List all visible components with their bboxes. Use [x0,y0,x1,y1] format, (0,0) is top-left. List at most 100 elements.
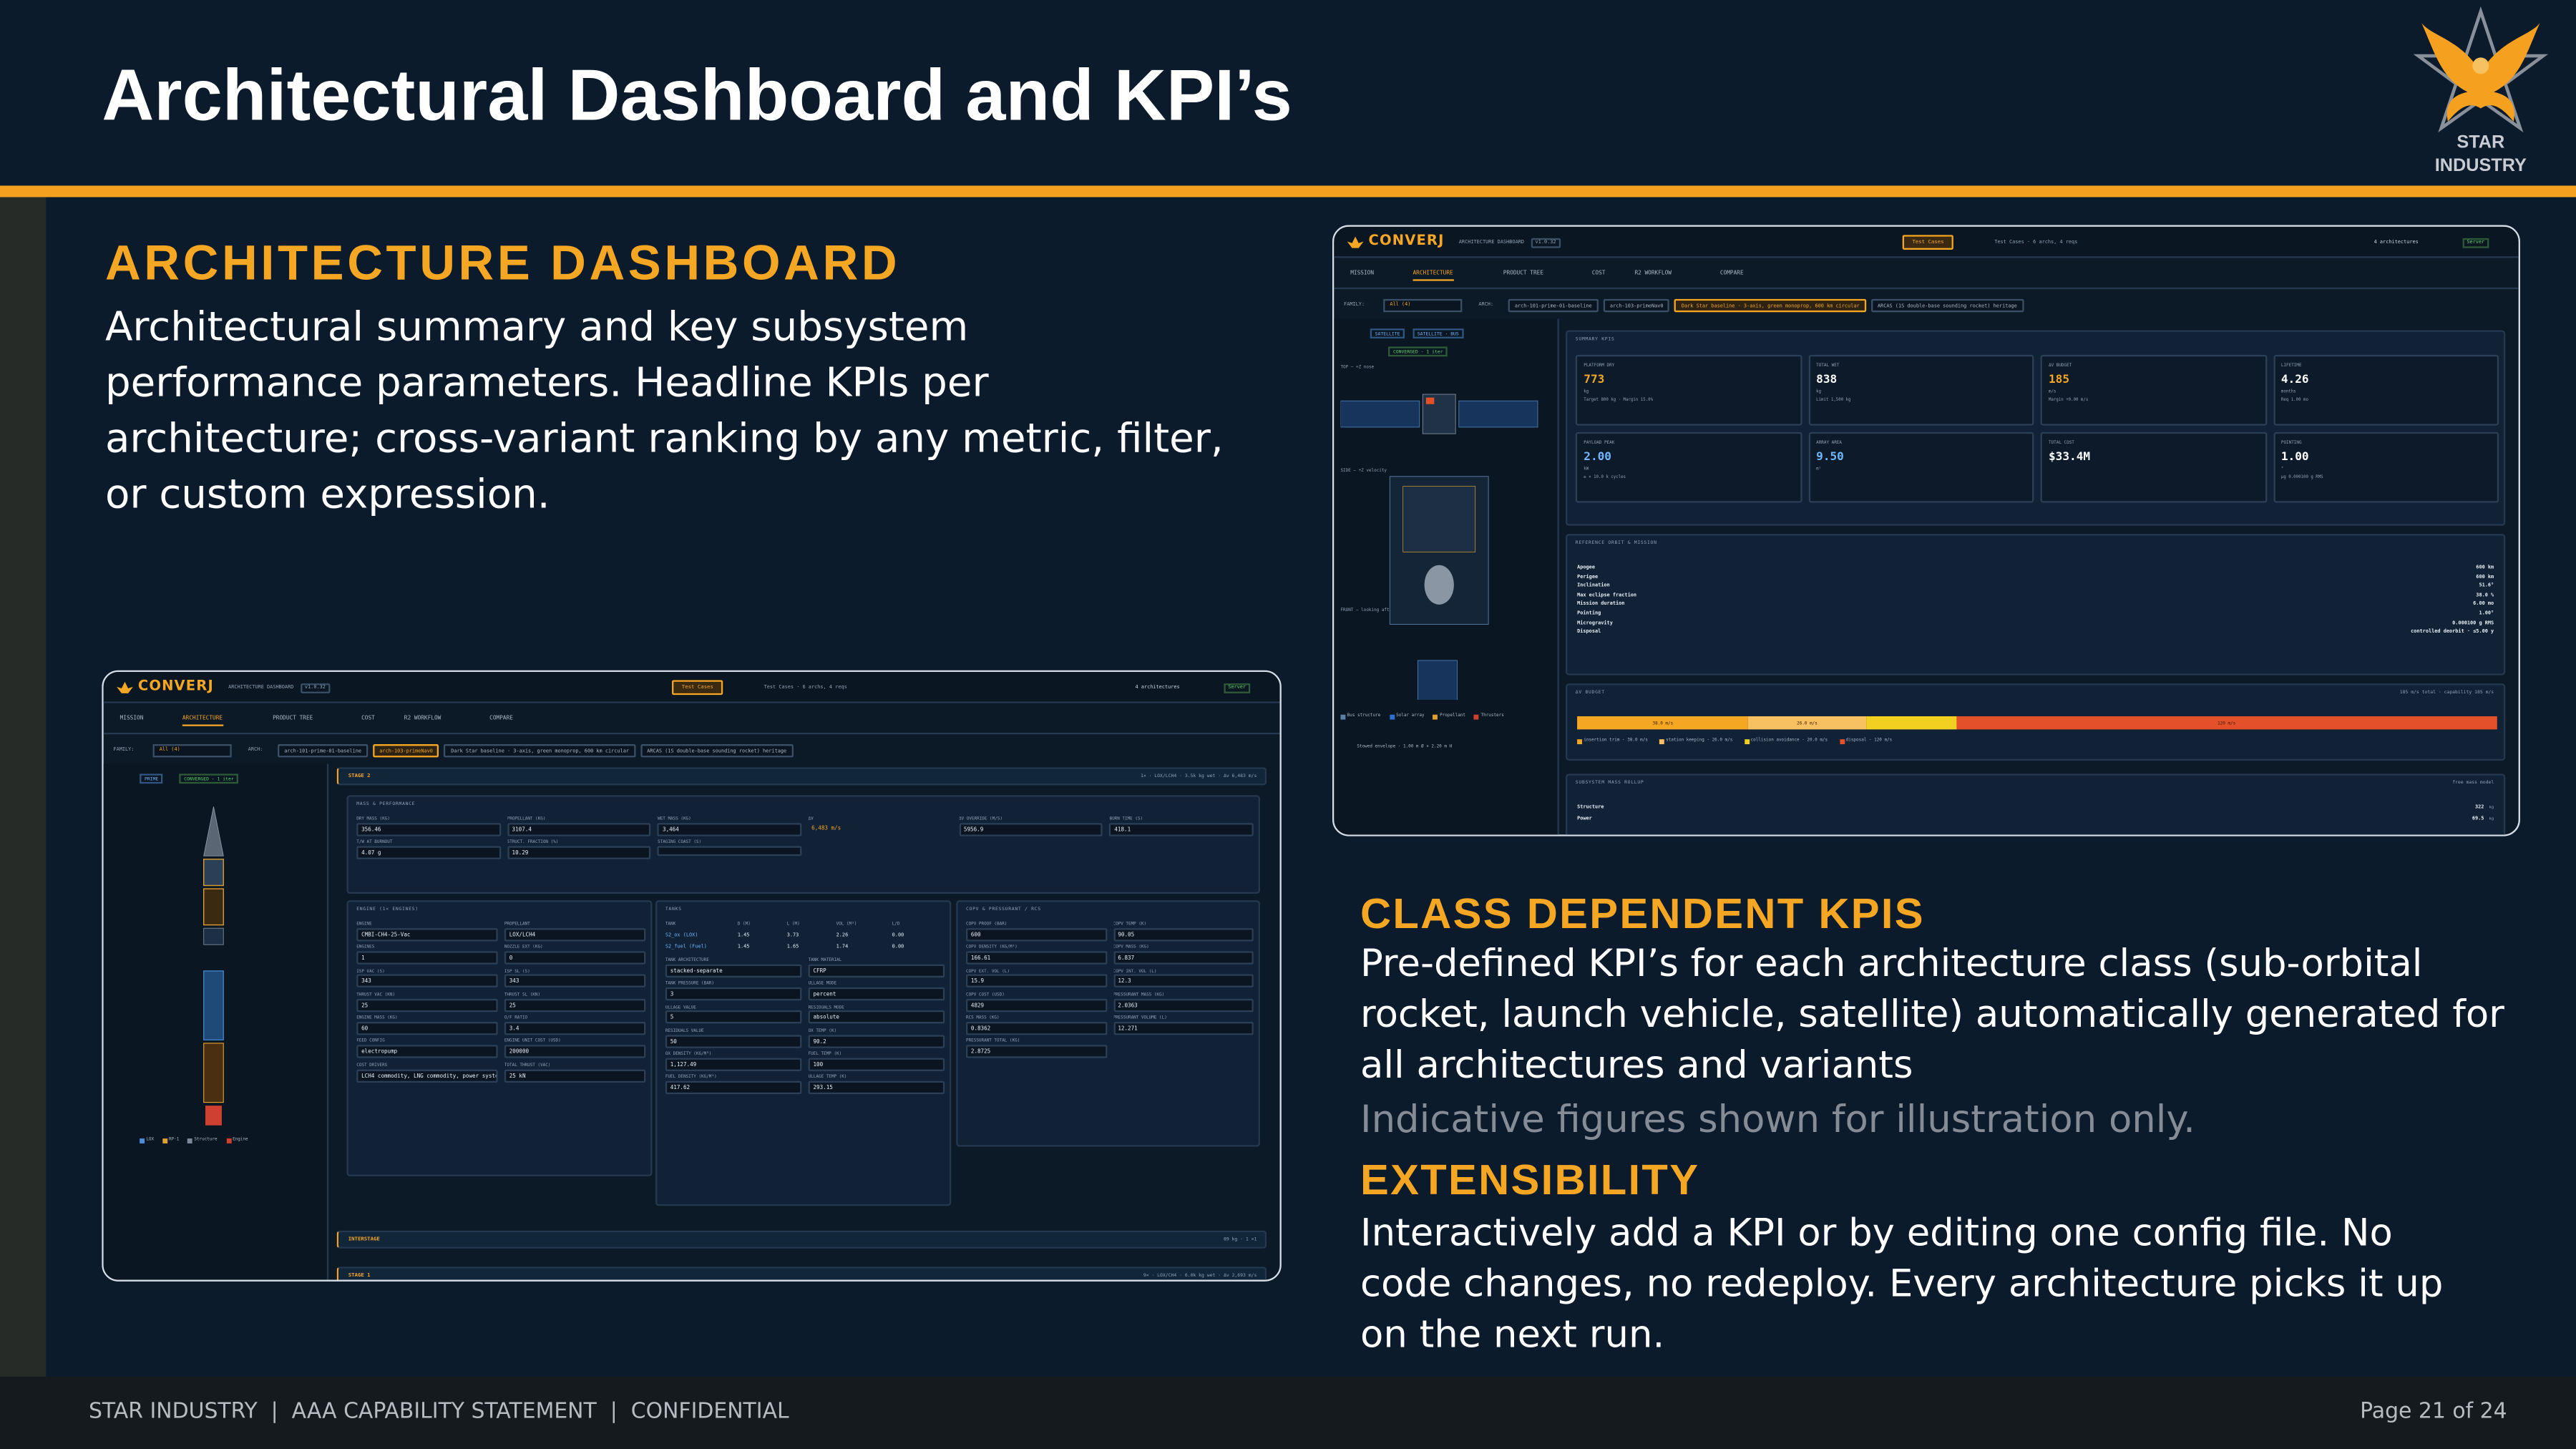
field: DRY MASS (KG) 356.46 [356,816,501,836]
field-label: O/F RATIO [504,1015,528,1021]
kpi-value: 185 [2049,373,2070,386]
kpi-card: ARRAY AREA 9.50 m² [1807,431,2034,503]
field-value: 356.46 [356,822,501,836]
legend-label: Thrusters [1480,713,1504,718]
kpi-note: μg 0.000100 g RMS [2280,474,2323,480]
table-header: L/D [892,922,900,927]
field-label: COPV DENSITY (KG/M³) [965,945,1018,950]
kpi-note: Target 800 kg · Margin 15.0% [1584,397,1654,403]
field-value: electropump [356,1045,498,1059]
field-label: FUEL TEMP (K) [808,1051,842,1057]
kpi-label: TOTAL COST [2049,440,2074,446]
field-label: COPV TEMP (K) [1113,922,1147,927]
legend-swatch [140,1138,145,1143]
schematic-shape [1417,660,1458,701]
kpi-note: Req 1.00 mo [2280,397,2308,403]
dv-legend: insertion trim · 38.0 m/s [1584,738,1648,743]
kpi-unit: ° [2280,467,2284,472]
orbit-value: 600 km [2476,563,2494,570]
field: COPV PROOF (BAR) 600 [965,922,1107,942]
schematic-shape [1340,400,1420,428]
arch-chips: arch-101-prime-01-baseline arch-103-prime… [1508,298,2024,313]
legend-swatch [162,1138,167,1143]
kpi-value: 773 [1584,373,1605,386]
dv-legend: station keeping · 26.0 m/s [1666,738,1733,743]
field-value [658,846,802,857]
test-cases-button: Test Cases [1902,235,1954,250]
arch-chip: Dark Star baseline · 3-axis, green monop… [1674,298,1866,313]
filter-label: ARCH: [248,745,263,752]
panel-title: TANKS [665,905,682,912]
nav-tab: COMPARE [489,714,514,721]
field-label: ISP SL (S) [504,968,530,974]
field-label: OX TEMP (K) [808,1028,837,1033]
legend-swatch [1577,739,1582,745]
satellite-drawing [1340,394,1538,701]
table-cell: 3.73 [786,931,799,938]
app-version: v1.0.32 [1531,237,1561,248]
status-badge: CONVERGED · 1 iter [179,774,239,784]
server-status: Server [1224,682,1250,694]
view-label: TOP — +Z nose [1340,364,1375,370]
legend-label: Bus structure [1347,713,1381,718]
slide-title: Architectural Dashboard and KPI’s [102,56,1292,137]
stage-header: STAGE 1 9× · LOX/CH4 · 6.0k kg wet · Δv 2… [336,1267,1267,1280]
field-label: ISP VAC (S) [356,968,385,974]
kpi-label: PLATFORM DRY [1584,363,1615,369]
logo-text: STAR [2457,132,2504,152]
field: T/W AT BURNOUT 4.07 g [356,840,501,859]
stage-info: 9× · LOX/CH4 · 6.0k kg wet · Δv 2,693 m/… [1143,1272,1257,1279]
orbit-label: Mission duration [1577,600,1625,608]
panel-title: ΔV BUDGET [1575,688,1605,696]
field: COST DRIVERS LCH4 commodity, LNG commodit… [356,1063,498,1083]
field-label: TANK MATERIAL [808,957,842,963]
filter-label: FAMILY: [113,745,135,752]
field: RESIDUALS MODE absolute [808,1005,945,1025]
field: NOZZLE EXT (KG) 0 [504,945,646,965]
field: COPV TEMP (K) 90.05 [1113,922,1254,942]
family-select: All (4) [152,744,232,757]
field-value: 200000 [504,1045,646,1059]
field: OX DENSITY (KG/M³) 1,127.49 [665,1052,802,1071]
field-label: RCS MASS (KG) [965,1015,1000,1021]
legend-swatch [1659,739,1664,745]
nav-tab: PRODUCT TREE [273,714,313,721]
satellite-screenshot: CONVERJ ARCHITECTURE DASHBOARD v1.0.32 Test… [1332,225,2520,836]
kpi-label: POINTING [2280,440,2302,446]
field: TANK ARCHITECTURE stacked-separate [665,958,802,977]
field-grid: DRY MASS (KG) 356.46 PROPELLANT (KG) 3107.4… [356,816,1254,859]
kpi-value: 4.26 [2280,373,2309,386]
section-note: Indicative figures shown for illustratio… [1360,1098,2195,1142]
field-value: 1 [356,951,498,965]
kpi-value: 838 [1816,373,1838,386]
field-value: 12.3 [1113,975,1254,988]
field: STRUCT. FRACTION (%) 10.29 [507,840,651,859]
field: ISP SL (S) 343 [504,968,646,988]
kpi-panel: SUMMARY KPIS PLATFORM DRY 773 kg Target 800 … [1566,330,2506,526]
tanks-panel: TANKS TANK D (M) L (M) VOL (M³) L/D S2_ox (LOX… [655,900,952,1206]
field-value: 5956.9 [959,822,1103,836]
field-label: PRESSURANT TOTAL (KG) [965,1039,1020,1045]
schematic-shape [1458,400,1538,428]
schematic-shape [203,888,224,926]
dv-legend: disposal · 120 m/s [1845,738,1893,743]
field-label: BURN TIME (S) [1109,816,1143,821]
field-label: RESIDUALS MODE [808,1005,844,1010]
field-label: PRESSURANT MASS (KG) [1113,992,1165,997]
field: PRESSURANT MASS (KG) 2.0363 [1113,992,1254,1012]
kpi-label: TOTAL WET [1816,363,1840,369]
filter-label: FAMILY: [1344,300,1365,307]
field-label: ENGINE [356,922,372,927]
field-label: PRESSURANT VOLUME (L) [1113,1015,1167,1021]
table-cell: 1.65 [786,942,799,949]
table-header: TANK [665,922,676,927]
app-logo-mark [117,681,133,693]
logo: STAR INDUSTRY [2413,6,2549,175]
kpi-label: PAYLOAD PEAK [1584,440,1615,446]
kpi-note: Limit 1,500 kg [1816,397,1851,403]
arch-chip: ARCAS (1S double-base sounding rocket) h… [640,744,794,758]
kpi-value: 9.50 [1816,450,1844,464]
nav-tab: MISSION [119,714,144,721]
mass-value: 322 [2474,803,2484,810]
test-cases-info: Test Cases · 6 archs, 4 reqs [763,682,847,690]
